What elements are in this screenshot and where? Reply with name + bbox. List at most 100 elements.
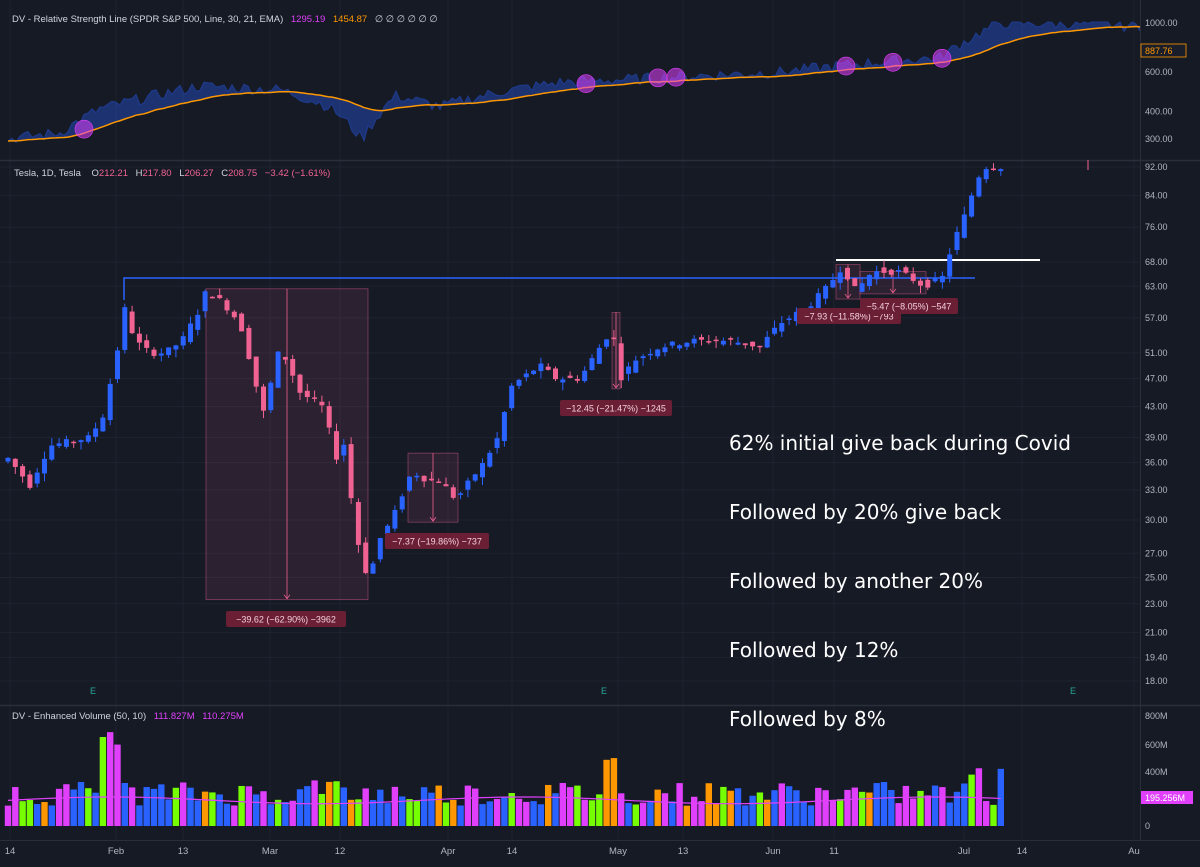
candle-body (173, 345, 179, 350)
measure-label-bg (385, 533, 489, 549)
candle-body (348, 444, 354, 499)
axes: 1000.00 600.00 400.00 300.00 887.76 92.00 84.0… (5, 18, 1193, 857)
volume-bar (778, 783, 785, 826)
candle-body (866, 274, 872, 287)
volume-bar (158, 784, 165, 826)
volume-bar (450, 799, 457, 826)
candle-body (764, 336, 770, 348)
volume-bar (545, 784, 552, 826)
candle-body (304, 390, 310, 397)
volume-bar (508, 793, 515, 826)
volume-bar (4, 805, 12, 826)
x-axis-tick: 13 (178, 846, 189, 857)
candle-body (516, 379, 522, 386)
open-label: O (91, 168, 99, 179)
price-axis-tick: 27.00 (1145, 548, 1168, 558)
volume-bar (588, 800, 596, 826)
rs-signal-dot (666, 67, 686, 87)
volume-bar (41, 802, 48, 826)
volume-bar (574, 785, 581, 826)
volume-title: DV - Enhanced Volume (50, 10) (12, 711, 147, 722)
volume-bar (990, 804, 997, 826)
candle-body (859, 283, 865, 292)
candle-body (450, 487, 456, 498)
candle-body (246, 327, 252, 359)
volume-bar (924, 795, 931, 826)
candle-body (713, 339, 719, 342)
volume-bar (647, 800, 654, 826)
volume-bar (793, 790, 800, 826)
x-axis-tick: 14 (507, 846, 518, 857)
candle-body (662, 347, 668, 353)
candle-body (443, 484, 449, 487)
candle-body (918, 280, 923, 286)
candle-body (195, 314, 201, 330)
candle-body (487, 452, 493, 467)
volume-bar (683, 805, 691, 826)
candle-body (560, 379, 566, 383)
measure-label: −7.37 (−19.86%) −737 (392, 537, 482, 547)
rs-flags: ∅ ∅ ∅ ∅ ∅ ∅ (374, 14, 438, 25)
candle-body (107, 383, 113, 421)
candle-body (129, 311, 135, 334)
volume-bar (530, 801, 537, 826)
measure-label: −5.47 (−8.05%) −547 (867, 302, 952, 312)
x-axis-tick: May (609, 846, 627, 857)
volume-bar (304, 786, 311, 826)
x-axis-tick: Jun (765, 846, 780, 857)
measure-label-bg (226, 611, 346, 627)
volume-bar (55, 788, 63, 826)
volume-bar (48, 805, 55, 826)
trend-lines (123, 259, 1040, 300)
candle-body (699, 337, 704, 340)
volume-last-badge (1141, 791, 1193, 804)
candle-body (626, 366, 631, 374)
candle-body (261, 386, 266, 411)
candle-body (925, 279, 931, 288)
candle-body (414, 475, 420, 478)
candle-body (158, 353, 164, 356)
rs-signal-dot (932, 49, 952, 68)
measure-label: −39.62 (−62.90%) −3962 (236, 615, 336, 625)
volume-bar (523, 801, 530, 826)
measure-arrowhead (612, 383, 620, 389)
candle-body (655, 349, 661, 357)
candle-body (618, 343, 624, 381)
candle-body (436, 481, 442, 484)
volume-bar (99, 736, 107, 826)
volume-axis-tick: 400M (1145, 767, 1168, 777)
candle-body (239, 313, 245, 332)
candle-body (49, 445, 55, 460)
volume-bar (355, 799, 362, 826)
volume-bar (63, 784, 70, 826)
candle-body (567, 375, 573, 378)
volume-bar (245, 786, 253, 826)
volume-bar (983, 801, 990, 826)
volume-axis-tick: 600M (1145, 740, 1168, 750)
volume-bar (603, 759, 610, 826)
price-axis-tick: 18.00 (1145, 676, 1168, 686)
rs-line (7, 21, 1141, 144)
candle-body (428, 478, 434, 481)
close-value: 208.75 (228, 168, 258, 179)
earnings-marker: E (601, 686, 607, 696)
rs-last-badge (1140, 43, 1187, 58)
price-axis-tick: 51.00 (1145, 348, 1168, 358)
volume-bar (85, 788, 92, 826)
price-axis-tick: 30.00 (1145, 515, 1168, 525)
earnings-marker: E (1070, 686, 1076, 696)
candle-body (531, 370, 537, 375)
relative-strength-pane (7, 21, 1141, 144)
volume-bar (552, 793, 559, 826)
measure-arrowhead (429, 516, 437, 522)
candle-body (969, 195, 975, 217)
candle-body (706, 341, 712, 343)
volume-bar (997, 768, 1004, 826)
price-axis-tick: 76.00 (1145, 222, 1168, 232)
candle-body (56, 443, 62, 446)
volume-bar (837, 799, 844, 826)
candle-body (998, 169, 1004, 172)
earnings-marker: E (90, 686, 96, 696)
volume-bar (815, 787, 822, 826)
